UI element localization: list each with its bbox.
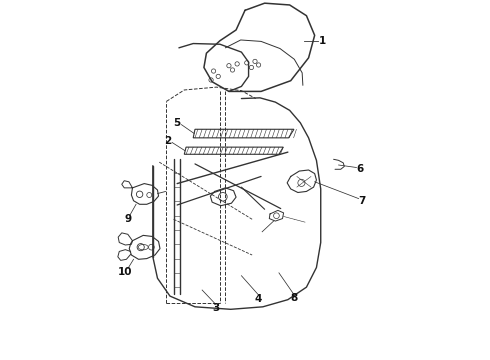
Text: 4: 4 [255,294,262,303]
Text: 9: 9 [124,213,131,224]
Text: 6: 6 [356,164,364,174]
Text: 10: 10 [118,267,133,277]
Text: 3: 3 [212,303,220,313]
Text: 5: 5 [173,118,181,128]
Text: 1: 1 [319,36,326,46]
Text: 2: 2 [164,136,171,146]
Text: 7: 7 [358,196,365,206]
Text: 8: 8 [291,293,298,303]
